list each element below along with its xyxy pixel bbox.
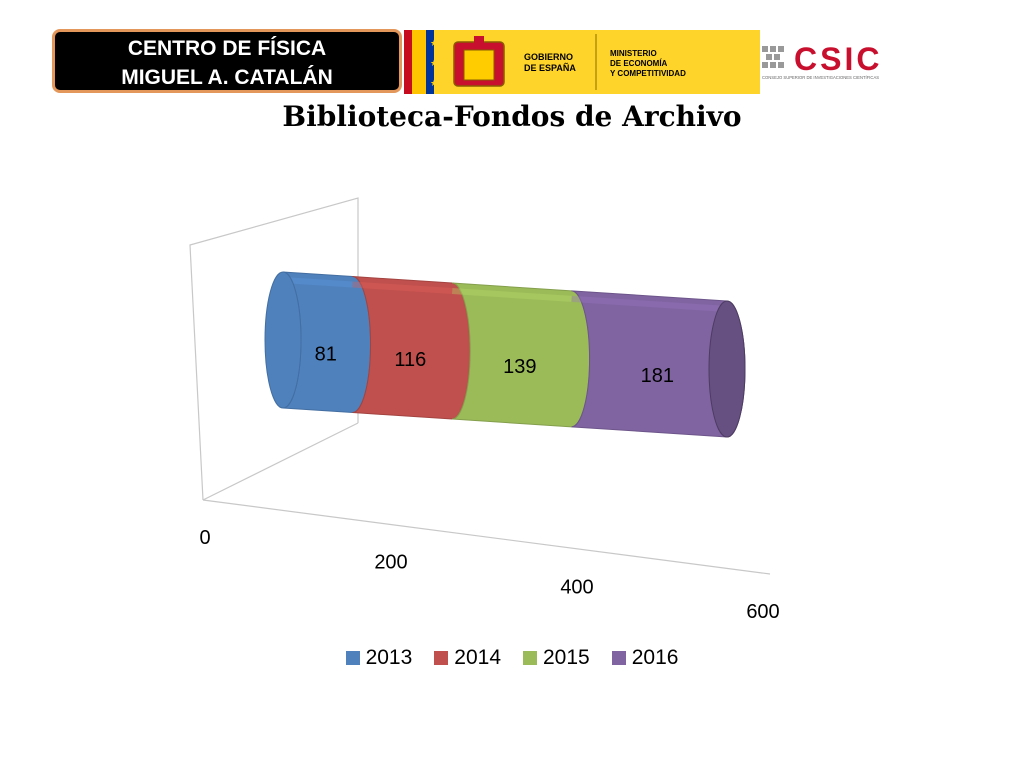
ministerio-text-1: MINISTERIO bbox=[610, 49, 657, 58]
legend-swatch bbox=[434, 651, 449, 665]
csic-logo: CSIC CONSEJO SUPERIOR DE INVESTIGACIONES… bbox=[762, 42, 882, 80]
gobierno-text-1: GOBIERNO bbox=[524, 52, 573, 62]
institution-name-line2: MIGUEL A. CATALÁN bbox=[121, 66, 333, 89]
chart-title: Biblioteca-Fondos de Archivo bbox=[282, 100, 742, 133]
data-labels: 81 116 139 181 bbox=[315, 343, 674, 387]
chart-legend: 2013 2014 2015 2016 bbox=[0, 646, 1024, 670]
legend-item-2016: 2016 bbox=[611, 646, 679, 670]
data-label-2013: 81 bbox=[315, 343, 337, 365]
wall-bottom-edge bbox=[202, 422, 359, 501]
csic-wordmark: CSIC bbox=[794, 42, 882, 77]
gobierno-espana-logo: ★ ★ ★ GOBIERNO DE ESPAÑA MINISTERIO DE E… bbox=[404, 30, 760, 94]
ministerio-text-3: Y COMPETITIVIDAD bbox=[610, 69, 686, 78]
cylinder-bar bbox=[264, 271, 746, 438]
cylinder-segment-2014 bbox=[352, 276, 471, 420]
cylinder-start-cap bbox=[264, 271, 302, 409]
institution-header: CENTRO DE FÍSICA MIGUEL A. CATALÁN bbox=[52, 29, 402, 93]
legend-item-2013: 2013 bbox=[345, 646, 413, 670]
legend-label: 2016 bbox=[631, 646, 679, 669]
segment-highlight-2015 bbox=[451, 288, 572, 302]
legend-swatch bbox=[523, 651, 537, 665]
segment-highlight-2016 bbox=[571, 295, 728, 312]
csic-subtitle: CONSEJO SUPERIOR DE INVESTIGACIONES CIEN… bbox=[762, 75, 879, 80]
ministerio-text-2: DE ECONOMÍA bbox=[610, 59, 668, 68]
x-tick-label: 400 bbox=[560, 576, 593, 598]
legend-label: 2014 bbox=[454, 646, 501, 669]
legend-label: 2013 bbox=[365, 646, 413, 669]
cylinder-segment-2015 bbox=[452, 282, 591, 428]
data-label-2016: 181 bbox=[641, 365, 674, 387]
data-label-2015: 139 bbox=[503, 356, 536, 378]
cylinder-end-cap bbox=[708, 300, 746, 438]
legend-swatch bbox=[611, 651, 626, 665]
data-label-2014: 116 bbox=[394, 349, 426, 371]
axis-tick-labels: 0 200 400 600 bbox=[199, 527, 779, 623]
institution-name-line1: CENTRO DE FÍSICA bbox=[127, 37, 327, 60]
floor-edge bbox=[202, 499, 771, 575]
segment-highlight-2013 bbox=[282, 277, 353, 288]
legend-item-2014: 2014 bbox=[434, 646, 501, 670]
legend-item-2015: 2015 bbox=[523, 646, 590, 670]
x-tick-label: 200 bbox=[374, 552, 407, 574]
gobierno-text-2: DE ESPAÑA bbox=[524, 63, 576, 73]
legend-swatch bbox=[345, 651, 360, 665]
segment-highlight-2014 bbox=[352, 281, 453, 295]
x-tick-label: 0 bbox=[199, 527, 210, 549]
legend-label: 2015 bbox=[543, 646, 590, 669]
x-tick-label: 600 bbox=[746, 601, 779, 623]
